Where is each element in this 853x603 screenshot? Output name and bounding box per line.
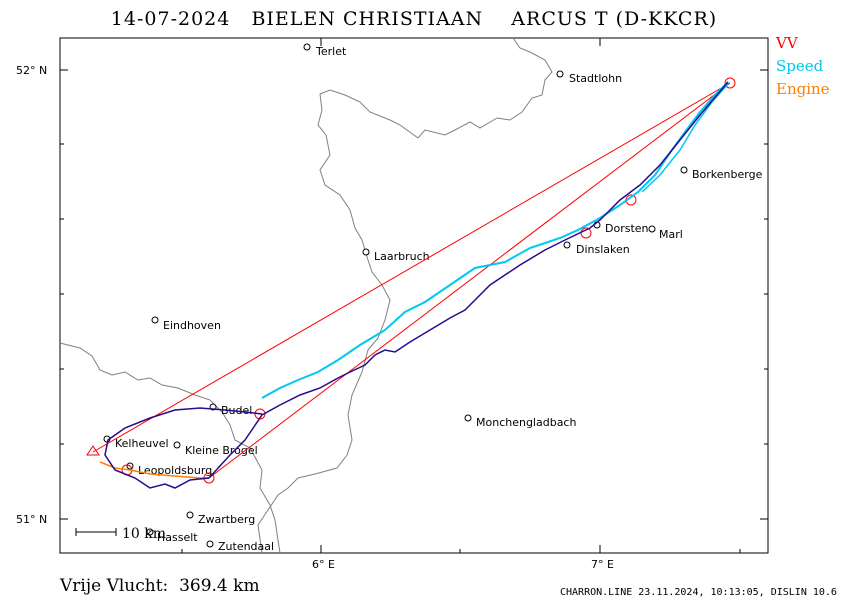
town-label: Eindhoven — [163, 319, 221, 332]
axis-ticks — [60, 38, 768, 553]
lon-7-label: 7° E — [591, 558, 614, 571]
scale-bar — [75, 528, 117, 536]
town-label: Dinslaken — [576, 243, 630, 256]
credit-label: CHARRON.LINE 23.11.2024, 10:13:05, DISLI… — [560, 587, 837, 598]
town-label: Borkenberge — [692, 168, 763, 181]
map-frame — [59, 37, 769, 554]
lat-51-label: 51° N — [16, 513, 47, 526]
town-label: Terlet — [315, 45, 347, 58]
town-label: Kelheuvel — [115, 437, 169, 450]
flight-track — [208, 81, 729, 479]
distance-label: Vrije Vlucht: 369.4 km — [60, 576, 260, 596]
lat-52-label: 52° N — [16, 64, 47, 77]
town-label: Leopoldsburg — [138, 464, 212, 477]
lon-6-label: 6° E — [312, 558, 335, 571]
town-label: Zwartberg — [198, 513, 255, 526]
task-line-vv — [86, 77, 736, 484]
legend-engine: Engine — [776, 80, 830, 98]
engine-track — [99, 461, 209, 479]
town-label: Kleine Brogel — [185, 444, 258, 457]
town-label: Hasselt — [157, 531, 198, 544]
legend-vv: VV — [776, 34, 798, 52]
country-borders — [59, 37, 553, 554]
town-label: Laarbruch — [374, 250, 430, 263]
town-label: Marl — [659, 228, 683, 241]
towns: Terlet Stadtlohn Borkenberge Dorsten Mar… — [103, 43, 763, 553]
map-title: 14-07-2024 BIELEN CHRISTIAAN ARCUS T (D-… — [110, 8, 718, 30]
town-label: Zutendaal — [218, 540, 274, 553]
town-label: Monchengladbach — [476, 416, 576, 429]
scale-label: 10 km — [122, 526, 166, 542]
legend-speed: Speed — [776, 57, 824, 75]
town-label: Dorsten — [605, 222, 649, 235]
town-label: Stadtlohn — [569, 72, 622, 85]
